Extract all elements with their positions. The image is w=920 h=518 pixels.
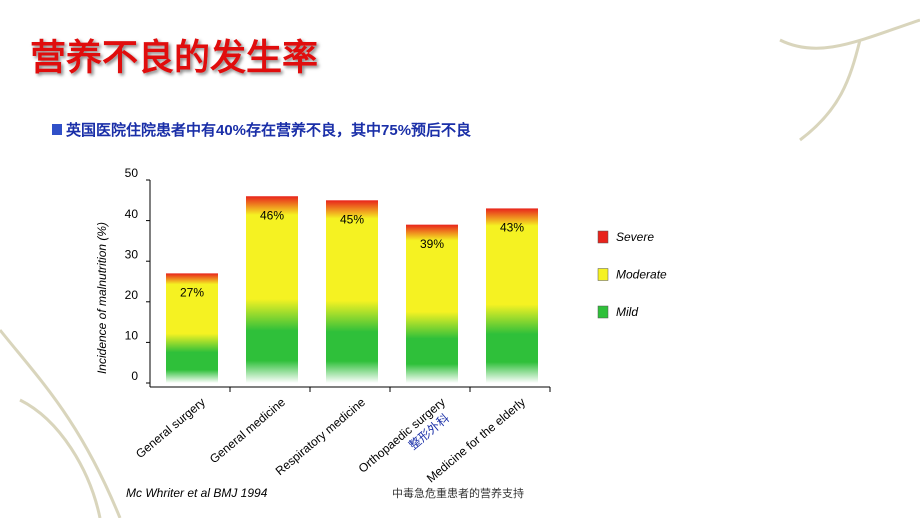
legend-label: Mild (616, 305, 638, 319)
value-label: 39% (420, 237, 444, 251)
value-label: 27% (180, 286, 204, 300)
bar (326, 200, 378, 383)
x-tick-label: General surgery (133, 395, 208, 461)
x-tick-label: Respiratory medicine (273, 395, 369, 478)
legend-swatch (597, 230, 609, 244)
decoration (0, 18, 920, 518)
y-tick-label: 30 (125, 247, 139, 261)
bar (166, 273, 218, 383)
y-tick-label: 20 (125, 288, 139, 302)
bullet (52, 124, 62, 135)
legend-label: Severe (616, 230, 654, 244)
bar (246, 196, 298, 383)
value-label: 46% (260, 208, 284, 222)
value-label: 45% (340, 212, 364, 226)
legend-swatch (597, 305, 609, 319)
footer: 中毒急危重患者的营养支持 (392, 486, 524, 500)
y-tick-label: 0 (131, 369, 138, 383)
y-tick-label: 10 (125, 329, 139, 343)
title: 营养不良的发生率 (30, 37, 318, 78)
y-tick-label: 50 (125, 166, 139, 180)
y-tick-label: 40 (125, 207, 139, 221)
value-label: 43% (500, 221, 524, 235)
bar (486, 208, 538, 383)
source: Mc Whriter et al BMJ 1994 (126, 486, 268, 500)
subtitle: 英国医院住院患者中有40%存在营养不良，其中75%预后不良 (66, 121, 471, 139)
legend-swatch (597, 268, 609, 281)
bar (406, 224, 458, 383)
y-axis-label: Incidence of malnutrition (%) (95, 222, 109, 374)
x-tick-label: General medicine (207, 395, 288, 466)
legend-label: Moderate (616, 268, 667, 282)
